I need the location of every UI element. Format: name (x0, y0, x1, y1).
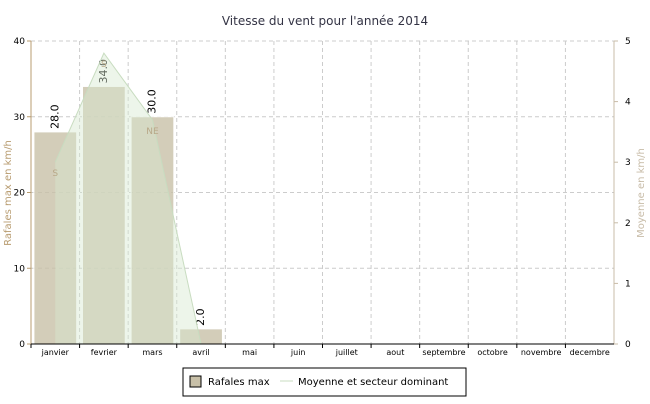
data-label: 30.0 (145, 89, 158, 114)
y-tick-label: 30 (14, 113, 26, 123)
y2-tick-label: 3 (625, 158, 631, 168)
y-tick-label: 10 (14, 264, 26, 274)
sector-label: S (52, 169, 58, 179)
line (54, 52, 202, 345)
x-tick-label: avril (192, 348, 209, 357)
x-tick-label: decembre (570, 348, 610, 357)
x-tick-label: juillet (335, 348, 358, 357)
y2-tick-label: 2 (625, 219, 631, 229)
x-tick-label: fevrier (91, 348, 118, 357)
chart-title: Vitesse du vent pour l'année 2014 (222, 14, 428, 28)
legend-label: Moyenne et secteur dominant (298, 377, 448, 388)
y-axis-label: Rafales max en km/h (3, 140, 14, 246)
x-tick-label: septembre (422, 348, 465, 357)
legend-box (182, 367, 467, 397)
y-tick-label: 20 (14, 189, 26, 199)
y-tick-label: 0 (19, 340, 25, 350)
x-tick-label: mai (242, 348, 257, 357)
y2-tick-label: 5 (625, 37, 631, 47)
legend-swatch (189, 375, 202, 388)
x-tick-label: aout (386, 348, 404, 357)
y2-tick-label: 4 (625, 98, 631, 108)
bar (33, 131, 78, 345)
sector-label: S (101, 60, 107, 70)
data-label: 28.0 (48, 104, 61, 129)
y-tick-label: 40 (14, 37, 26, 47)
y2-tick-label: 1 (625, 279, 631, 289)
y2-axis-label: Moyenne en km/h (636, 148, 647, 238)
x-tick-label: novembre (521, 348, 562, 357)
x-tick-label: mars (142, 348, 162, 357)
line-area (55, 53, 202, 345)
bar (130, 116, 175, 345)
data-label: 2.0 (194, 308, 207, 326)
x-tick-label: octobre (477, 348, 508, 357)
data-label: 34.0 (97, 59, 110, 84)
sector-label: NE (146, 127, 159, 137)
y2-tick-label: 0 (625, 340, 631, 350)
x-tick-label: janvier (41, 348, 70, 357)
x-tick-label: juin (290, 348, 306, 357)
legend-label: Rafales max (208, 377, 270, 388)
